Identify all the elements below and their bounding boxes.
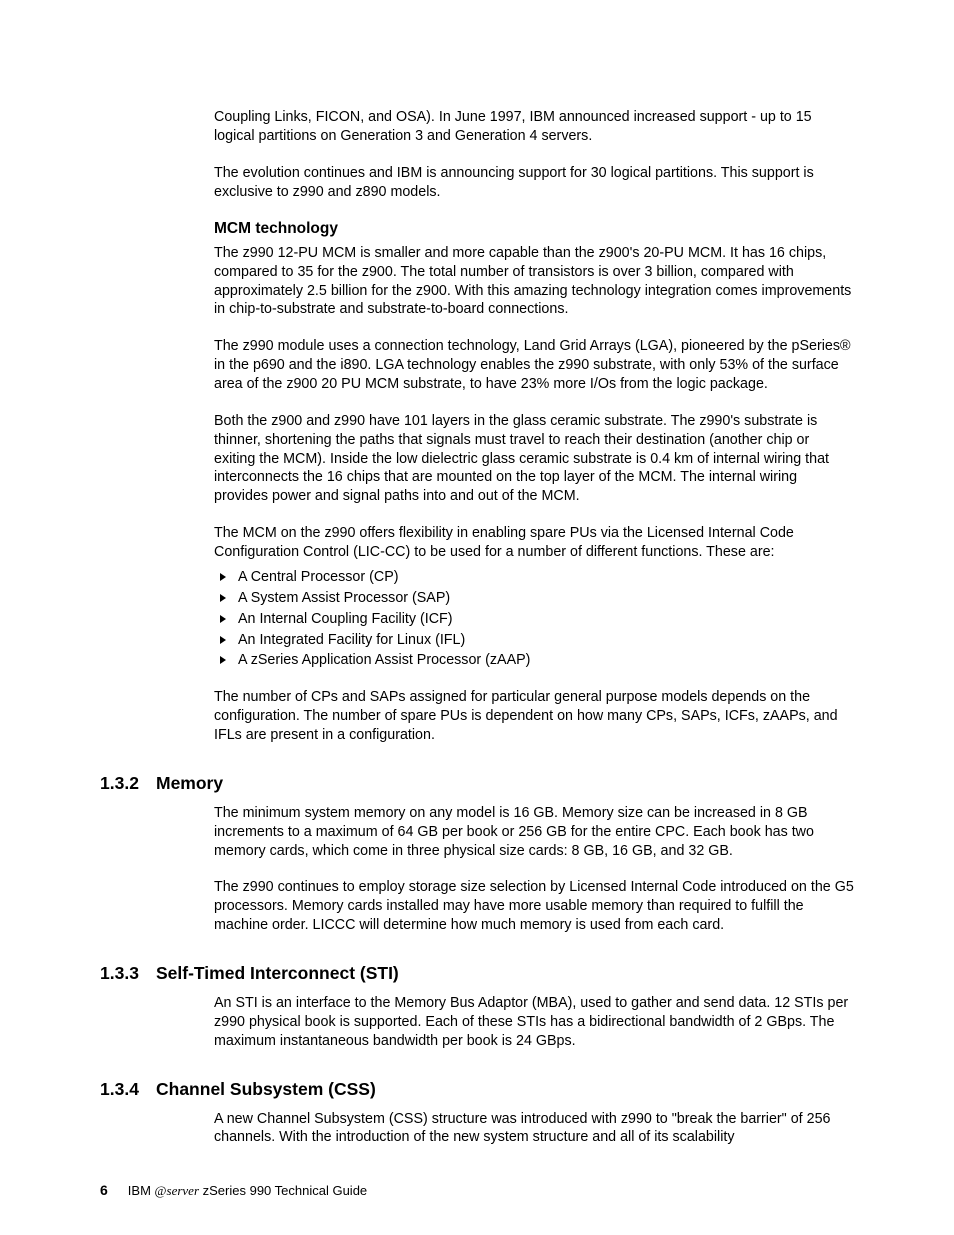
- intro-paragraph-2: The evolution continues and IBM is annou…: [214, 164, 854, 202]
- mcm-paragraph-5: The number of CPs and SAPs assigned for …: [214, 688, 854, 745]
- mcm-paragraph-3: Both the z900 and z990 have 101 layers i…: [214, 412, 854, 506]
- section-1-3-3-body: An STI is an interface to the Memory Bus…: [214, 994, 854, 1051]
- css-paragraph-1: A new Channel Subsystem (CSS) structure …: [214, 1110, 854, 1148]
- list-item: An Integrated Facility for Linux (IFL): [214, 631, 854, 650]
- section-title: Self-Timed Interconnect (STI): [156, 963, 399, 984]
- eserver-brand: @server: [155, 1183, 199, 1198]
- mcm-paragraph-4: The MCM on the z990 offers flexibility i…: [214, 524, 854, 562]
- body-column: Coupling Links, FICON, and OSA). In June…: [214, 108, 854, 745]
- mcm-heading: MCM technology: [214, 219, 854, 239]
- footer-prefix: IBM: [128, 1183, 155, 1198]
- section-number: 1.3.2: [100, 773, 144, 794]
- mcm-paragraph-1: The z990 12-PU MCM is smaller and more c…: [214, 244, 854, 319]
- list-item: An Internal Coupling Facility (ICF): [214, 610, 854, 629]
- list-item: A Central Processor (CP): [214, 568, 854, 587]
- section-1-3-2-body: The minimum system memory on any model i…: [214, 804, 854, 935]
- page-footer: 6 IBM @server zSeries 990 Technical Guid…: [100, 1182, 367, 1199]
- at-symbol: @: [155, 1183, 167, 1198]
- intro-paragraph-1: Coupling Links, FICON, and OSA). In June…: [214, 108, 854, 146]
- sti-paragraph-1: An STI is an interface to the Memory Bus…: [214, 994, 854, 1051]
- section-1-3-3-heading: 1.3.3 Self-Timed Interconnect (STI): [100, 963, 854, 984]
- section-title: Memory: [156, 773, 223, 794]
- section-number: 1.3.4: [100, 1079, 144, 1100]
- list-item: A System Assist Processor (SAP): [214, 589, 854, 608]
- section-title: Channel Subsystem (CSS): [156, 1079, 376, 1100]
- section-1-3-4-body: A new Channel Subsystem (CSS) structure …: [214, 1110, 854, 1148]
- memory-paragraph-2: The z990 continues to employ storage siz…: [214, 878, 854, 935]
- mcm-paragraph-2: The z990 module uses a connection techno…: [214, 337, 854, 394]
- eserver-text: server: [167, 1183, 200, 1198]
- list-item: A zSeries Application Assist Processor (…: [214, 651, 854, 670]
- section-1-3-4-heading: 1.3.4 Channel Subsystem (CSS): [100, 1079, 854, 1100]
- page-number: 6: [100, 1182, 108, 1198]
- mcm-bullet-list: A Central Processor (CP) A System Assist…: [214, 568, 854, 670]
- section-number: 1.3.3: [100, 963, 144, 984]
- page: Coupling Links, FICON, and OSA). In June…: [0, 0, 954, 1235]
- footer-suffix: zSeries 990 Technical Guide: [199, 1183, 367, 1198]
- section-1-3-2-heading: 1.3.2 Memory: [100, 773, 854, 794]
- memory-paragraph-1: The minimum system memory on any model i…: [214, 804, 854, 861]
- footer-title: IBM @server zSeries 990 Technical Guide: [128, 1183, 367, 1199]
